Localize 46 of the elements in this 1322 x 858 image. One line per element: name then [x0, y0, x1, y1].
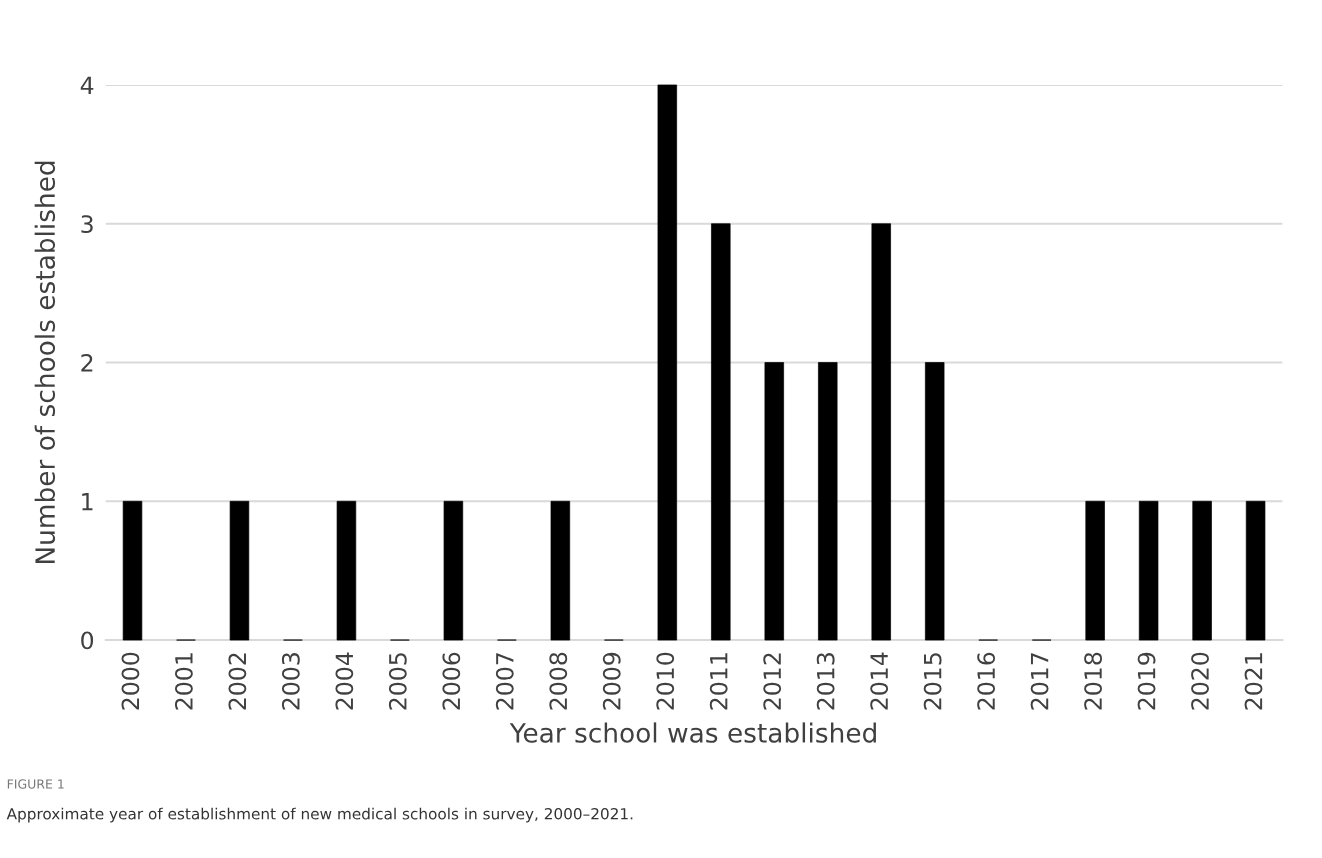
- bar: [818, 362, 838, 641]
- y-tick-label: 4: [80, 76, 94, 94]
- bar: [711, 223, 731, 641]
- x-tick-label: 2010: [656, 652, 675, 710]
- x-tick-label: 2013: [816, 653, 835, 710]
- bar: [336, 500, 357, 641]
- bar: [657, 84, 678, 641]
- y-tick-label: 2: [81, 353, 93, 372]
- text: Approximate year of establishment of new medical schools in survey, 2000–2021.: [6, 807, 633, 823]
- caption: FIGURE 1: [7, 779, 64, 789]
- x-tick-label: 2009: [602, 652, 621, 710]
- x-tick-label: 2020: [1191, 652, 1209, 710]
- x-tick-label: 2014: [870, 652, 889, 710]
- bar: [443, 500, 464, 641]
- bar: [925, 362, 945, 641]
- x-tick-label: 2017: [1030, 653, 1049, 710]
- y-tick-label: 0: [81, 631, 94, 650]
- x-tick-label: 2019: [1137, 652, 1156, 710]
- bar: [1245, 500, 1266, 641]
- y-tick-label: 1: [82, 493, 93, 511]
- bar: [229, 500, 250, 641]
- x-tick-label: 2000: [121, 652, 140, 710]
- x-tick-label: 2004: [335, 652, 354, 710]
- x-tick-label: 2018: [1084, 652, 1103, 710]
- bar: [1085, 500, 1105, 641]
- x-tick-label: 2006: [442, 652, 461, 710]
- x-tick-label: 2008: [549, 652, 568, 710]
- bar: [1138, 500, 1159, 641]
- bar: [122, 500, 143, 641]
- bar: [871, 223, 891, 641]
- bar: [1192, 500, 1212, 641]
- y-tick-label: 3: [81, 215, 93, 234]
- bar: [550, 500, 571, 641]
- x-tick-label: 2021: [1244, 653, 1263, 710]
- x-tick-label: 2001: [174, 653, 193, 710]
- x-tick-label: 2011: [709, 653, 728, 710]
- x-tick-label: 2015: [923, 653, 942, 710]
- bar: [764, 362, 784, 641]
- x-axis-title: Year school was established: [509, 722, 876, 743]
- x-tick-label: 2003: [281, 653, 300, 710]
- x-tick-label: 2007: [495, 653, 514, 710]
- y-axis-title: Number of schools established: [34, 161, 56, 564]
- x-tick-label: 2002: [228, 653, 247, 710]
- x-tick-label: 2016: [977, 652, 996, 710]
- x-tick-label: 2012: [763, 653, 782, 710]
- x-tick-label: 2005: [388, 653, 407, 710]
